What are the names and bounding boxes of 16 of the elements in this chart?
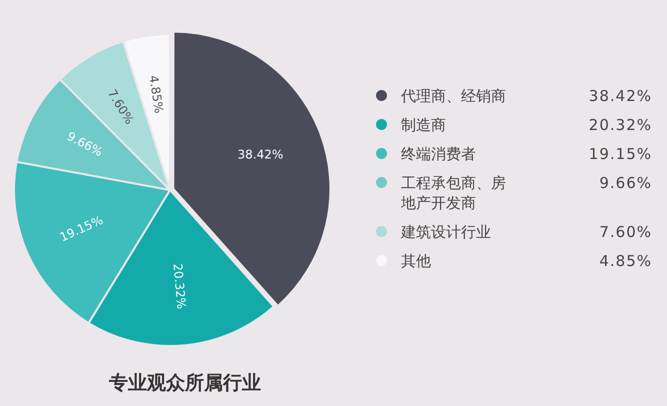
legend-label: 终端消费者 (401, 144, 477, 164)
text: 9.66% (599, 174, 652, 192)
text: 20.32% (588, 116, 652, 134)
text: 7.60% (599, 223, 652, 241)
text: 4.85% (599, 252, 652, 270)
text: 19.15% (588, 145, 652, 163)
legend-label: 建筑设计行业 (401, 222, 492, 242)
data-label: 38.42% (238, 148, 284, 162)
text: 38.42% (588, 87, 652, 105)
legend-label: 工程承包商、房地产开发商 (401, 173, 507, 213)
text: 专业观众所属行业 (108, 371, 262, 396)
legend-label: 制造商 (401, 115, 447, 135)
data-label: 20.32% (170, 262, 188, 310)
legend-label: 其他 (401, 251, 432, 271)
legend-label: 代理商、经销商 (401, 86, 507, 106)
data-label: 4.85% (146, 74, 166, 114)
